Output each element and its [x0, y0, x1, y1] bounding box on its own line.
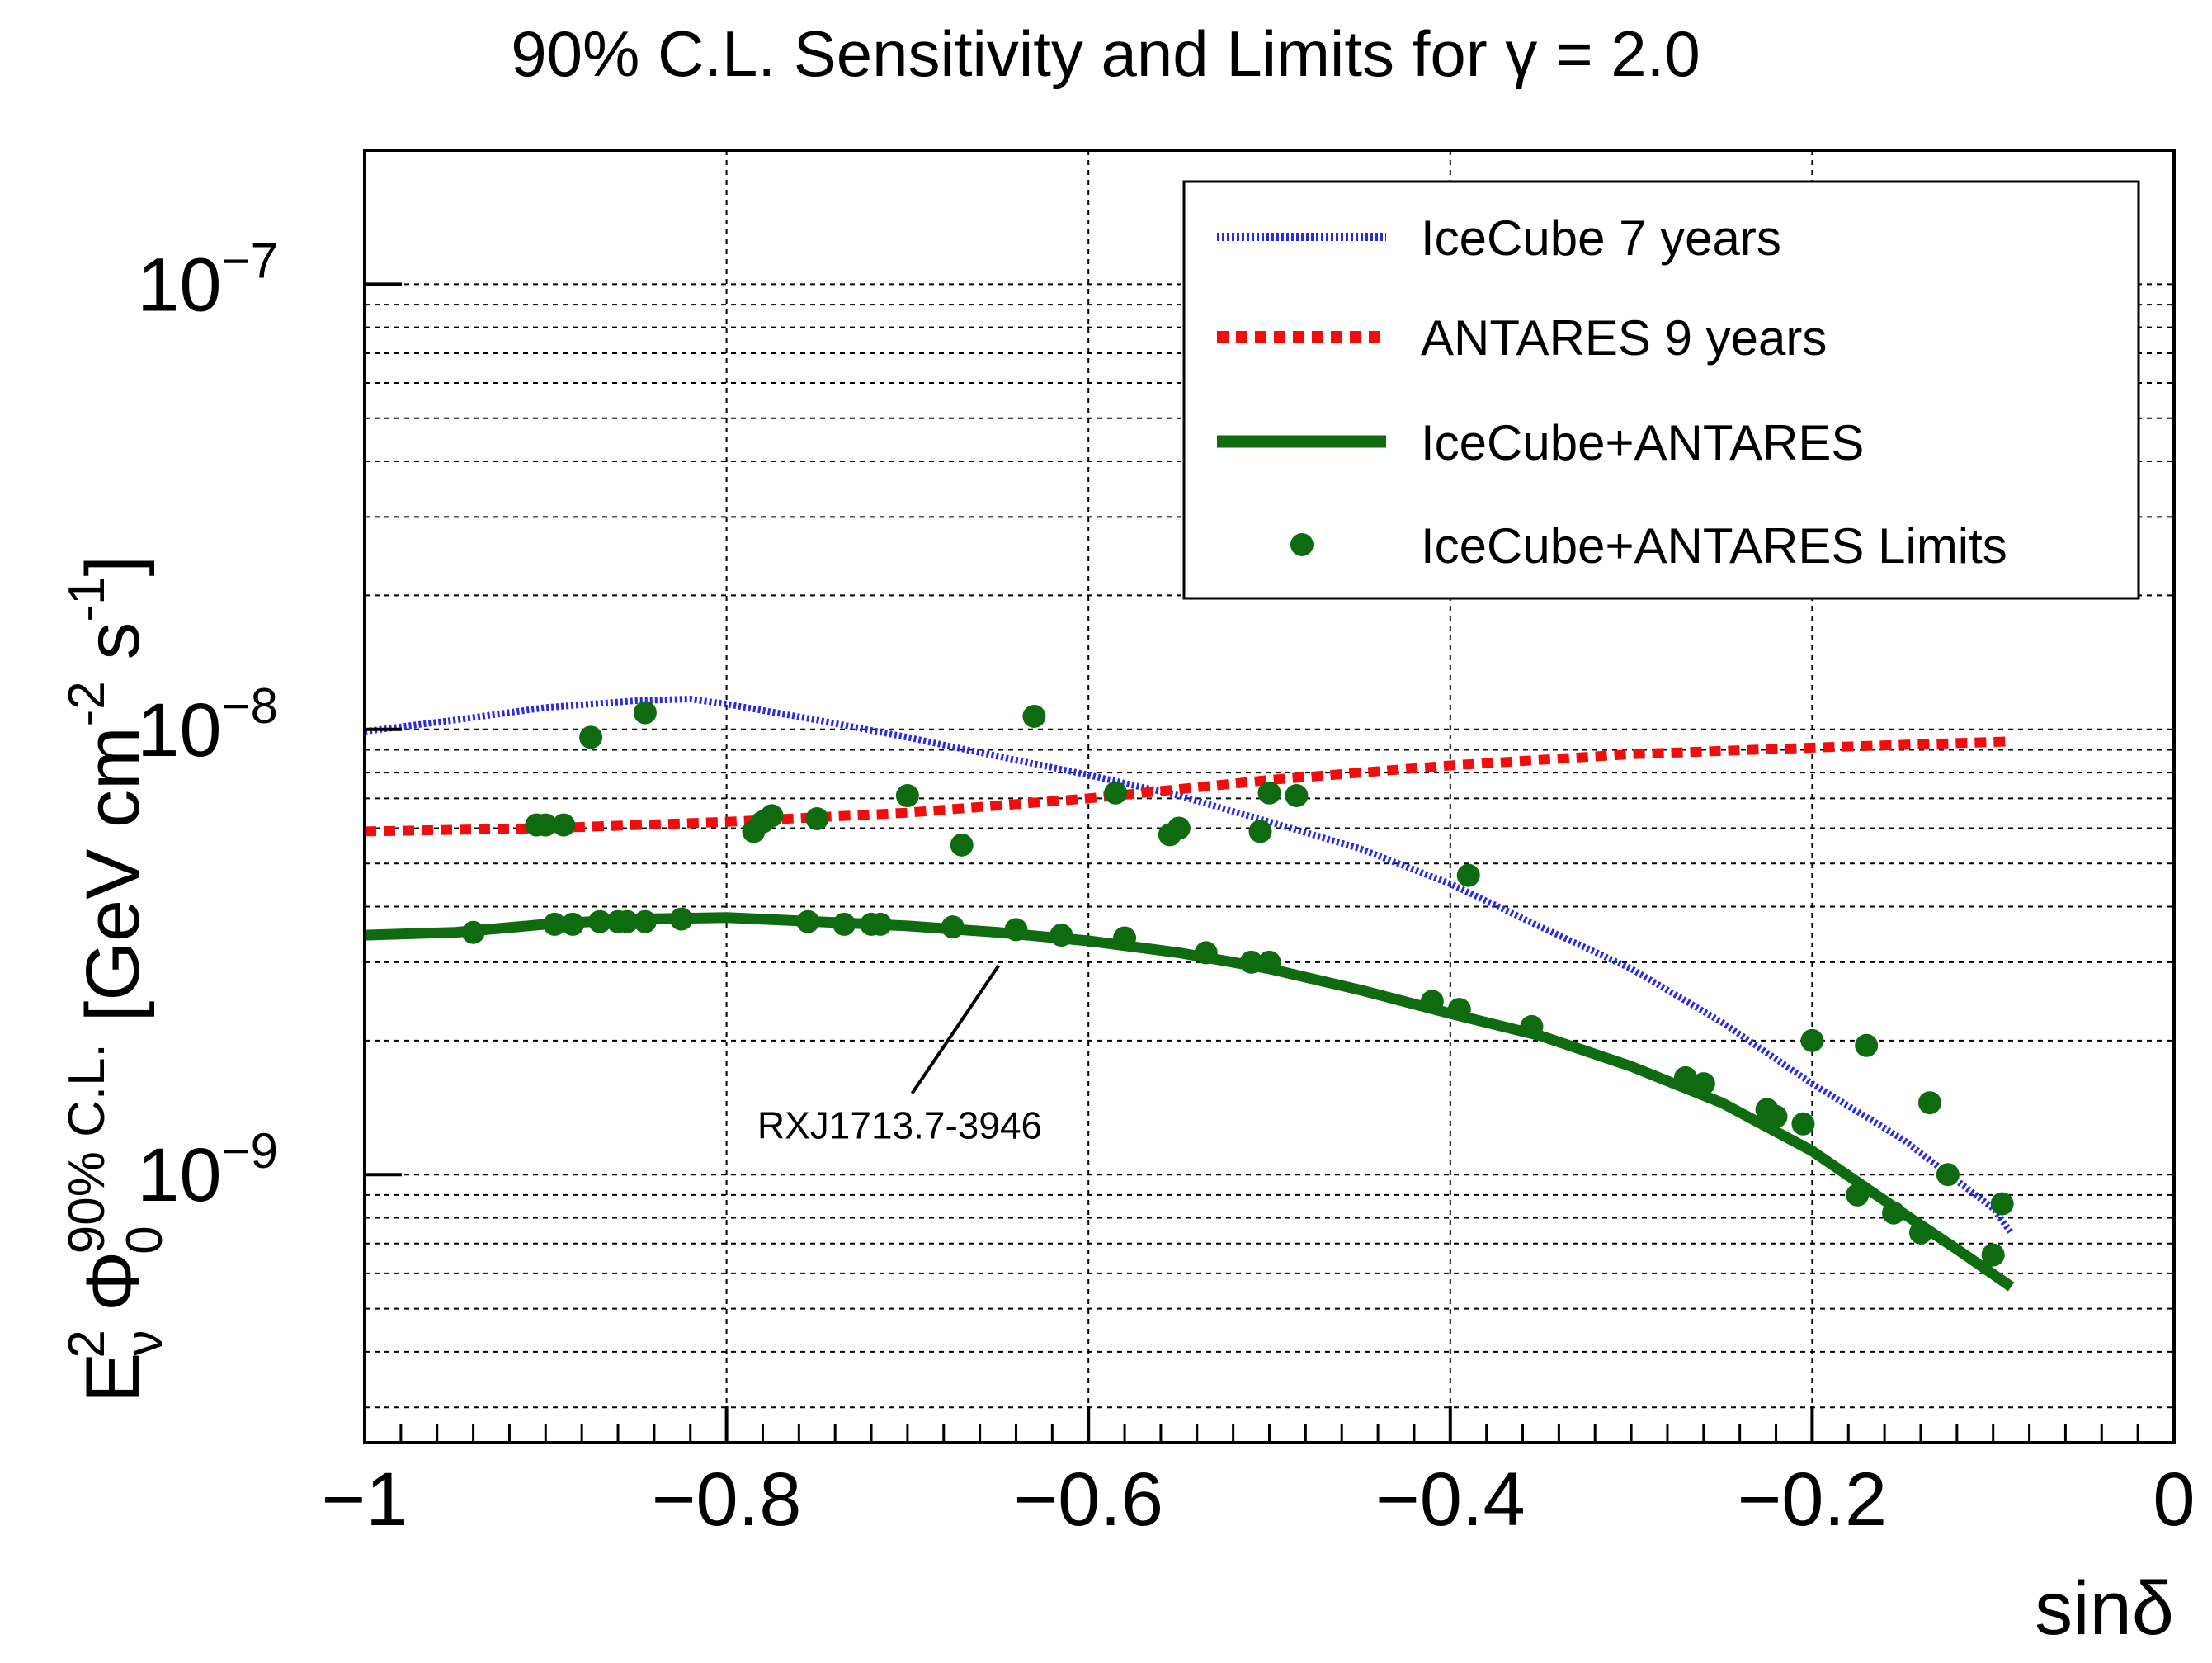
- point-icecube-antares-limits-41: [1673, 1065, 1697, 1089]
- annotation-label-0: RXJ1713.7-3946: [757, 1104, 1042, 1147]
- point-icecube-antares-limits-15: [760, 804, 784, 828]
- point-icecube-antares-limits-48: [1855, 1033, 1879, 1057]
- y-label-units-open: [GeV cm: [71, 726, 155, 1022]
- point-icecube-antares-limits-52: [1936, 1163, 1960, 1187]
- point-icecube-antares-limits-39: [1447, 998, 1471, 1022]
- point-icecube-antares-limits-7: [588, 909, 612, 933]
- point-icecube-antares-limits-53: [1981, 1243, 2005, 1267]
- point-icecube-antares-limits-28: [1113, 926, 1137, 950]
- annotation-leader-0: [910, 964, 1001, 1094]
- point-icecube-antares-limits-11: [633, 909, 657, 933]
- chart-title: 90% C.L. Sensitivity and Limits for γ = …: [511, 17, 1700, 90]
- legend-label-icecube: IceCube 7 years: [1421, 210, 1781, 266]
- point-icecube-antares-limits-24: [1004, 918, 1028, 942]
- x-tick-label-3: −0.4: [1375, 1457, 1526, 1542]
- point-icecube-antares-limits-34: [1257, 950, 1281, 974]
- point-icecube-antares-limits-51: [1917, 1091, 1941, 1115]
- y-label-e: E: [71, 1353, 155, 1403]
- legend-label-limits: IceCube+ANTARES Limits: [1421, 518, 2007, 574]
- y-label-units-close: ]: [71, 555, 155, 577]
- point-icecube-antares-limits-26: [1049, 924, 1073, 947]
- y-axis-label: Eν2 Φ090% C.L. [GeV cm-2 s-1]: [59, 555, 173, 1403]
- point-icecube-antares-limits-9: [615, 909, 639, 933]
- point-icecube-antares-limits-42: [1691, 1072, 1715, 1096]
- y-tick-label-0: 10−7: [137, 233, 278, 327]
- point-icecube-antares-limits-32: [1239, 950, 1263, 974]
- x-tick-label-4: −0.2: [1738, 1457, 1888, 1542]
- legend-label-combined: IceCube+ANTARES: [1421, 415, 1864, 470]
- legend-swatch-limits: [1290, 533, 1314, 556]
- point-icecube-antares-limits-10: [633, 701, 657, 725]
- point-icecube-antares-limits-36: [1285, 784, 1309, 808]
- point-icecube-antares-limits-5: [561, 912, 585, 936]
- point-icecube-antares-limits-46: [1800, 1028, 1824, 1052]
- series-layer: [364, 696, 2015, 1292]
- y-label-units-sup2: -1: [59, 577, 116, 622]
- y-label-phi-sup: 90% C.L.: [59, 1043, 116, 1254]
- x-tick-label-0: −1: [322, 1457, 408, 1542]
- point-icecube-antares-limits-33: [1248, 820, 1272, 843]
- y-label-phi: Φ: [71, 1251, 155, 1311]
- point-icecube-antares-limits-16: [796, 909, 820, 933]
- point-icecube-antares-limits-47: [1846, 1183, 1870, 1207]
- point-icecube-antares-limits-38: [1456, 863, 1480, 887]
- point-icecube-antares-limits-17: [805, 807, 829, 831]
- y-tick-label-2: 10−9: [137, 1123, 278, 1217]
- legend-box: [1182, 180, 2140, 600]
- annotation-layer: RXJ1713.7-3946: [757, 964, 1042, 1147]
- point-icecube-antares-limits-37: [1420, 990, 1444, 1013]
- series-line-antares-9-years: [364, 736, 2012, 837]
- point-icecube-antares-limits-25: [1022, 704, 1046, 728]
- point-icecube-antares-limits-2: [534, 813, 558, 837]
- point-icecube-antares-limits-12: [669, 907, 693, 931]
- point-icecube-antares-limits-27: [1104, 781, 1128, 805]
- x-tick-label-5: 0: [2153, 1457, 2195, 1542]
- y-label-e-sup: 2: [59, 1330, 116, 1358]
- point-icecube-antares-limits-49: [1882, 1201, 1906, 1225]
- point-icecube-antares-limits-21: [895, 784, 919, 808]
- point-icecube-antares-limits-54: [1990, 1192, 2014, 1216]
- x-tick-label-1: −0.8: [652, 1457, 802, 1542]
- legend: IceCube 7 years ANTARES 9 years IceCube+…: [1182, 180, 2140, 600]
- x-tick-label-2: −0.6: [1013, 1457, 1163, 1542]
- point-icecube-antares-limits-31: [1194, 941, 1218, 965]
- y-label-units-sup1: -2: [59, 681, 116, 726]
- point-icecube-antares-limits-30: [1167, 816, 1191, 840]
- point-icecube-antares-limits-20: [869, 912, 893, 936]
- x-axis-label: sinδ: [2035, 1566, 2174, 1651]
- point-icecube-antares-limits-18: [832, 912, 856, 936]
- point-icecube-antares-limits-6: [579, 725, 603, 749]
- point-icecube-antares-limits-4: [552, 813, 576, 837]
- point-icecube-antares-limits-44: [1764, 1104, 1788, 1128]
- y-label-e-sub: ν: [116, 1330, 173, 1356]
- point-icecube-antares-limits-40: [1520, 1014, 1544, 1038]
- point-icecube-antares-limits-45: [1791, 1112, 1815, 1136]
- legend-label-antares: ANTARES 9 years: [1421, 310, 1827, 366]
- y-label-phi-sub: 0: [116, 1226, 173, 1254]
- point-icecube-antares-limits-3: [543, 912, 567, 936]
- y-label-units-mid: s: [71, 622, 155, 682]
- axis-ticks: −1 −0.8 −0.6 −0.4 −0.2 0 10−7 10−8 10−9: [137, 233, 2195, 1542]
- series-line-icecube-7-years: [364, 696, 2014, 1235]
- point-icecube-antares-limits-0: [461, 920, 485, 944]
- point-icecube-antares-limits-35: [1257, 781, 1281, 805]
- point-icecube-antares-limits-23: [950, 833, 974, 857]
- point-icecube-antares-limits-22: [941, 915, 965, 939]
- point-icecube-antares-limits-50: [1908, 1221, 1932, 1245]
- y-tick-label-1: 10−8: [137, 678, 278, 772]
